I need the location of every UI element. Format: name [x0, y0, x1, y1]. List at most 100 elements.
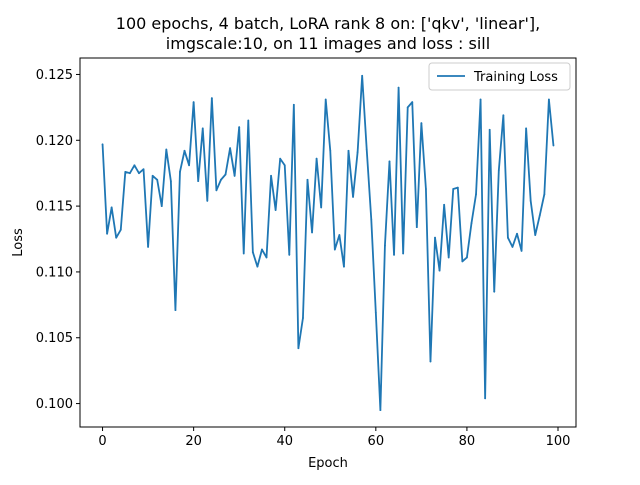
data-point	[256, 265, 259, 268]
data-point	[343, 265, 345, 268]
data-point	[274, 209, 277, 211]
data-point	[160, 205, 163, 208]
plot-frame	[79, 57, 577, 428]
data-point	[552, 144, 555, 147]
data-point	[210, 97, 213, 100]
data-point	[452, 188, 455, 190]
data-point	[306, 178, 309, 181]
x-axis-label: Epoch	[308, 456, 348, 471]
data-point	[247, 119, 250, 122]
data-point	[429, 360, 432, 363]
training-loss-line	[101, 74, 555, 412]
data-point	[302, 317, 304, 319]
data-point	[220, 178, 222, 181]
data-point	[352, 195, 354, 198]
data-point	[511, 246, 514, 248]
y-tick-label: 0.125	[36, 68, 73, 83]
data-point	[265, 256, 268, 259]
data-point	[179, 170, 181, 173]
x-axis-ticks: 0 20 40 60 80 100	[98, 427, 570, 449]
data-point	[215, 189, 218, 192]
data-point	[329, 149, 332, 152]
data-point	[415, 226, 418, 229]
data-point	[188, 164, 190, 167]
data-point	[488, 128, 491, 131]
data-point	[534, 234, 537, 236]
x-tick-label: 20	[185, 434, 202, 449]
data-point	[147, 246, 149, 248]
data-point	[288, 253, 291, 256]
data-point	[520, 249, 523, 252]
data-point	[251, 251, 254, 254]
data-point	[338, 234, 341, 236]
data-point	[425, 188, 427, 190]
data-point	[133, 164, 136, 167]
data-point	[238, 126, 241, 129]
chart-title-line-1: 100 epochs, 4 batch, LoRA rank 8 on: ['q…	[116, 14, 540, 33]
data-point	[315, 157, 318, 160]
data-point	[507, 236, 509, 239]
data-point	[283, 164, 286, 167]
data-point	[470, 222, 473, 225]
data-point	[333, 248, 336, 251]
data-point	[402, 252, 405, 255]
data-point	[101, 143, 104, 146]
data-point	[311, 231, 313, 234]
data-point	[456, 186, 459, 189]
data-point	[516, 232, 518, 235]
data-point	[138, 172, 140, 175]
data-point	[393, 253, 395, 256]
data-point	[297, 347, 300, 350]
x-tick-label: 80	[459, 434, 476, 449]
data-point	[124, 170, 127, 173]
data-point	[192, 101, 195, 103]
training-loss-points	[101, 74, 555, 412]
data-point	[110, 206, 113, 209]
data-point	[479, 98, 482, 101]
y-tick-label: 0.110	[36, 265, 73, 280]
data-point	[420, 122, 423, 125]
data-point	[388, 160, 391, 163]
data-point	[356, 151, 359, 154]
data-point	[292, 103, 295, 106]
data-point	[370, 218, 373, 221]
data-point	[279, 157, 282, 160]
data-point	[374, 311, 377, 314]
legend: Training Loss	[428, 62, 571, 91]
y-axis-ticks: 0.100 0.105 0.110 0.115 0.120 0.125	[36, 68, 80, 412]
data-point	[347, 149, 350, 152]
data-point	[365, 148, 368, 151]
y-tick-label: 0.100	[36, 397, 73, 412]
data-point	[384, 244, 386, 247]
data-point	[443, 203, 446, 206]
y-tick-label: 0.120	[36, 134, 73, 149]
data-point	[475, 193, 477, 196]
data-point	[106, 232, 108, 235]
data-point	[229, 147, 231, 150]
data-point	[466, 256, 468, 259]
data-point	[201, 127, 204, 130]
data-point	[128, 172, 131, 175]
y-axis-label: Loss	[11, 228, 26, 257]
data-point	[434, 236, 436, 239]
data-point	[183, 149, 186, 152]
x-tick-label: 60	[368, 434, 385, 449]
data-point	[461, 260, 464, 263]
data-point	[543, 193, 546, 196]
x-tick-label: 0	[98, 434, 106, 449]
data-point	[242, 252, 245, 255]
data-point	[115, 236, 118, 239]
data-point	[206, 199, 209, 202]
x-tick-label: 100	[546, 434, 571, 449]
data-point	[174, 309, 177, 311]
y-tick-label: 0.105	[36, 331, 73, 346]
data-point	[361, 74, 364, 77]
data-point	[224, 173, 227, 176]
data-point	[165, 148, 168, 151]
data-point	[406, 106, 409, 109]
data-point	[438, 269, 441, 272]
data-point	[261, 248, 263, 251]
data-point	[493, 290, 496, 293]
data-point	[270, 174, 272, 177]
